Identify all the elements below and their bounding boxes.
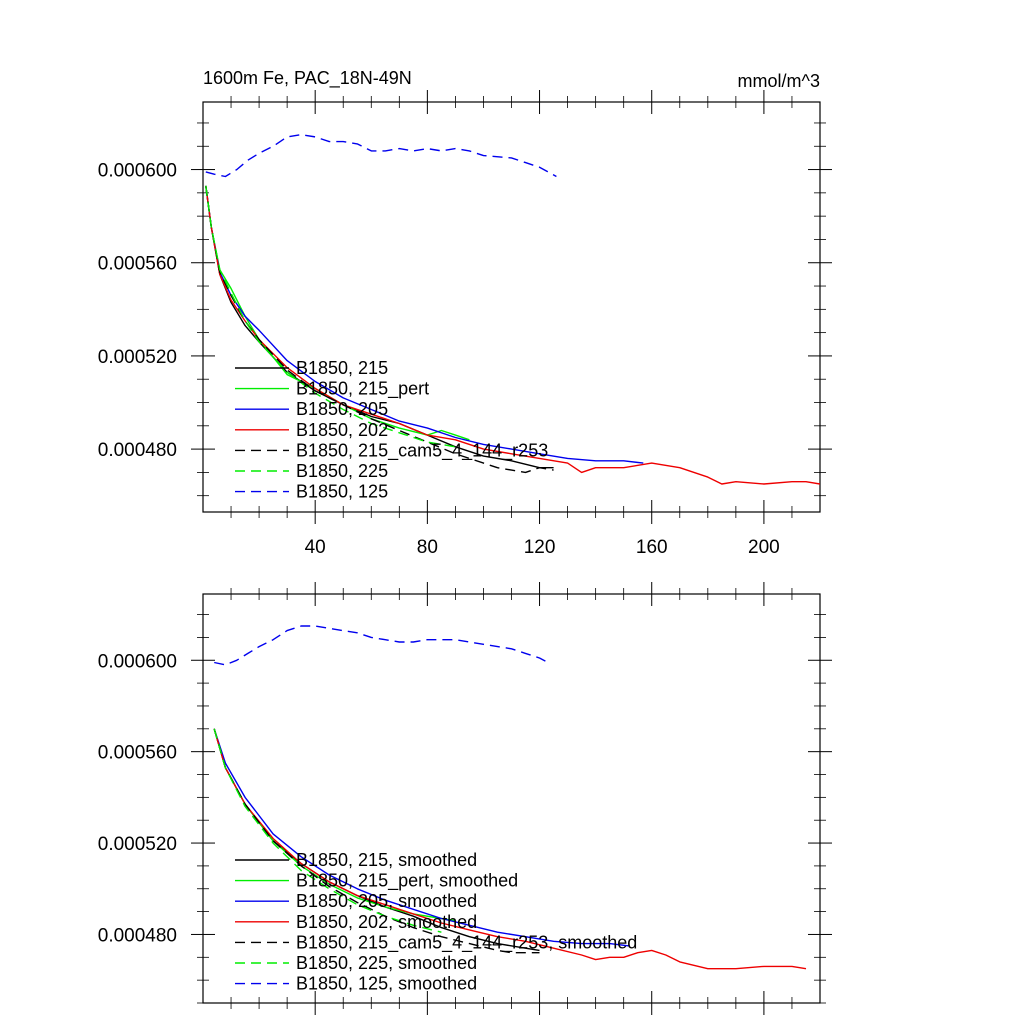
- legend-label-4: B1850, 215_cam5_4_144_r253, smoothed: [296, 932, 637, 953]
- top-plot-area: 40 80 120 160 200 0.000480 0.000520 0.000560 0.0…: [98, 90, 832, 558]
- y-tick-label: 0.000600: [98, 651, 177, 672]
- series-line-6: [214, 625, 549, 666]
- x-tick-label: 120: [524, 537, 556, 558]
- x-tick-label: 200: [748, 537, 780, 558]
- legend-label-3: B1850, 202, smoothed: [296, 912, 477, 932]
- bottom-plot-area: 0.000480 0.000520 0.000560 0.000600 B1850, 2…: [98, 582, 832, 1015]
- y-tick-label: 0.000520: [98, 834, 177, 855]
- legend-label-1: B1850, 215_pert: [296, 379, 429, 400]
- y-tick-label: 0.000560: [98, 743, 177, 764]
- series-line-2: [213, 728, 630, 947]
- legend-label-2: B1850, 205, smoothed: [296, 891, 477, 911]
- top-panel: 1600m Fe, PAC_18N-49N mmol/m^3 40 80 120 16…: [98, 68, 832, 558]
- top-panel-units: mmol/m^3: [738, 71, 820, 91]
- legend-label-3: B1850, 202: [296, 420, 388, 440]
- x-tick-label: 40: [305, 537, 326, 558]
- series-line-4: [205, 185, 554, 474]
- y-tick-label: 0.000520: [98, 347, 177, 368]
- series-line-6: [205, 133, 557, 178]
- legend-label-5: B1850, 225, smoothed: [296, 953, 477, 973]
- y-tick-label: 0.000600: [98, 161, 177, 182]
- y-tick-label: 0.000480: [98, 925, 177, 946]
- series-line-3: [213, 728, 807, 970]
- legend-label-2: B1850, 205: [296, 399, 388, 419]
- bottom-panel: 0.000480 0.000520 0.000560 0.000600 B1850, 2…: [98, 582, 832, 1015]
- series-line-5: [205, 185, 456, 448]
- x-tick-label: 80: [417, 537, 438, 558]
- y-tick-label: 0.000560: [98, 254, 177, 275]
- legend-label-0: B1850, 215, smoothed: [296, 850, 477, 870]
- y-tick-label: 0.000480: [98, 440, 177, 461]
- legend-label-6: B1850, 125: [296, 482, 388, 502]
- series-line-5: [213, 728, 442, 933]
- legend-label-6: B1850, 125, smoothed: [296, 974, 477, 994]
- legend-label-1: B1850, 215_pert, smoothed: [296, 871, 518, 892]
- x-tick-label: 160: [636, 537, 668, 558]
- top-panel-title: 1600m Fe, PAC_18N-49N: [203, 68, 412, 89]
- legend-label-5: B1850, 225: [296, 461, 388, 481]
- legend-label-4: B1850, 215_cam5_4_144_r253: [296, 440, 548, 461]
- series-group: [205, 133, 820, 485]
- series-line-3: [205, 185, 820, 485]
- legend-label-0: B1850, 215: [296, 358, 388, 378]
- series-group: [213, 625, 807, 970]
